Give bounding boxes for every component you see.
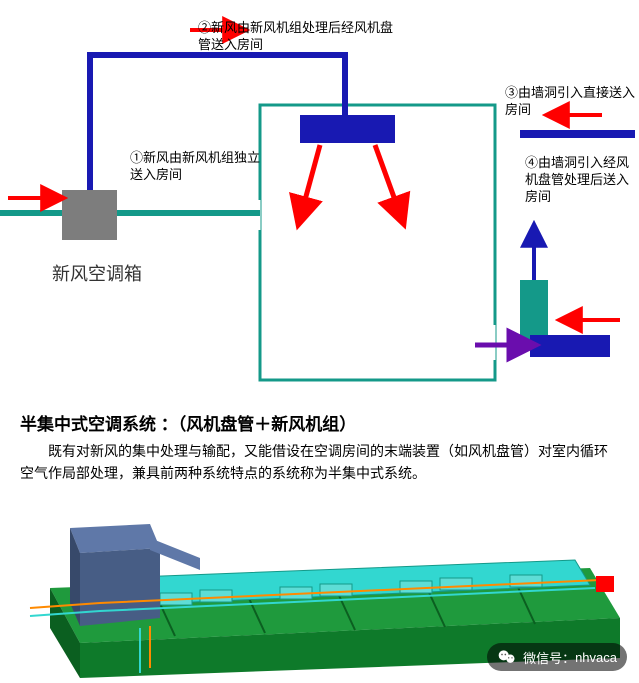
label-3: ③由墙洞引入直接送入房间 [505, 85, 635, 119]
wechat-id: nhvaca [575, 650, 617, 665]
wechat-icon [497, 647, 517, 667]
fcu-box-top [300, 115, 395, 143]
section-title: 半集中式空调系统 ：（风机盘管＋新风机组） [20, 410, 356, 435]
label-2: ②新风由新风机组处理后经风机盘管送入房间 [198, 20, 398, 54]
wechat-prefix: 微信号： [523, 648, 575, 667]
fresh-air-box-label: 新风空调箱 [52, 260, 142, 286]
label-1: ①新风由新风机组独立送入房间 [130, 150, 270, 184]
wechat-badge: 微信号：nhvaca [487, 643, 627, 671]
label-4: ④由墙洞引入经风机盘管处理后送入房间 [525, 155, 635, 206]
section-paragraph: 既有对新风的集中处理与输配，又能借设在空调房间的末端装置（如风机盘管）对室内循环… [20, 440, 620, 485]
fresh-air-unit [62, 190, 117, 240]
